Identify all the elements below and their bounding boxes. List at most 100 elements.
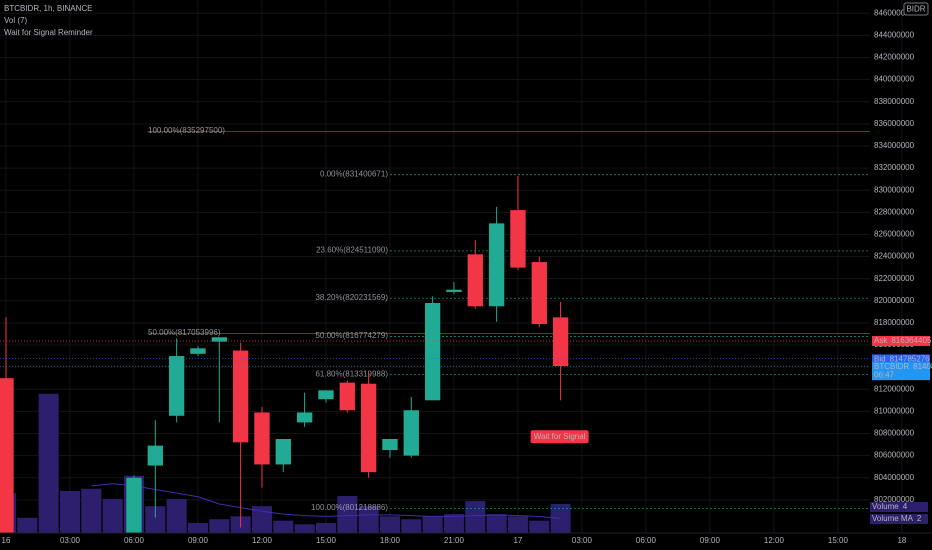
candle-body (296, 412, 313, 423)
price-name: Bid (874, 355, 886, 364)
currency-box[interactable] (903, 2, 929, 16)
y-tick-label: 818000000 (874, 318, 915, 327)
y-tick-label: 802000000 (874, 495, 915, 504)
fib-label: 0.00%(831400671) (320, 169, 388, 178)
x-tick-label: 03:00 (60, 536, 81, 545)
candle-body (275, 439, 291, 465)
candle-body (211, 337, 227, 342)
candle-body (488, 223, 505, 307)
price-label: Bid 814785276 (874, 355, 930, 364)
x-tick-label: 15:00 (316, 536, 337, 545)
signal-text: Wait for Signal (534, 432, 586, 441)
candle-body (552, 317, 569, 367)
signal-box (530, 430, 589, 444)
x-tick-label: 09:00 (188, 536, 209, 545)
volume-bar (443, 514, 464, 533)
price-label-box (872, 362, 930, 381)
x-tick-label: 15:00 (828, 536, 849, 545)
x-tick-label: 06:00 (636, 536, 657, 545)
price-label-box (872, 354, 930, 365)
price-name: BTCBIDR (874, 362, 909, 371)
currency[interactable]: BIDR (906, 5, 925, 14)
volume-bar (294, 524, 315, 533)
candle-body (424, 302, 441, 401)
volume-bar (209, 519, 230, 533)
volume-bar (486, 514, 507, 533)
signal-label: Wait for Signal (530, 430, 589, 444)
candle-body (147, 445, 163, 466)
volume-legend-box (870, 514, 928, 524)
grid (0, 0, 903, 533)
x-tick-label: 12:00 (252, 536, 273, 545)
y-tick-label: 810000000 (874, 406, 915, 415)
y-tick-label: 830000000 (874, 185, 915, 194)
candle-body (403, 410, 419, 456)
y-tick-label: 808000000 (874, 429, 915, 438)
fib-label: 50.00%(816774279) (315, 331, 388, 340)
y-tick-label: 822000000 (874, 274, 915, 283)
volume-bar (507, 516, 528, 533)
volume-legend-box (870, 502, 928, 512)
volume-bar (337, 496, 358, 533)
fib-label: 100.00%(801218886) (311, 503, 388, 512)
candle-body (126, 477, 142, 533)
x-tick-label: 12:00 (764, 536, 785, 545)
fib-label: 61.80%(813319988) (315, 369, 388, 378)
price-value: 814785276 (890, 355, 931, 364)
volume-bar (401, 519, 422, 533)
candle-body (232, 350, 249, 443)
volume-bar (187, 522, 208, 533)
volume-bar (529, 520, 550, 533)
y-tick-label: 842000000 (874, 53, 915, 62)
y-tick-label: 832000000 (874, 163, 915, 172)
y-tick-label: 804000000 (874, 473, 915, 482)
candle-body (360, 383, 377, 473)
candle-body (382, 439, 398, 451)
volume-bar (379, 516, 400, 533)
volume-bar (422, 516, 443, 533)
countdown: 06:47 (874, 370, 895, 379)
price-value: 816364405 (891, 336, 932, 345)
price-value: 814087319 (913, 362, 932, 371)
volume-legend-name: Volume (872, 502, 899, 511)
x-tick-label: 03:00 (572, 536, 593, 545)
volume-bar (17, 517, 38, 533)
y-tick-label: 812000000 (874, 384, 915, 393)
candle-body (318, 390, 334, 400)
x-tick-label: 09:00 (700, 536, 721, 545)
volume-legend-value: 2 (917, 514, 922, 523)
x-tick-label: 18:00 (380, 536, 401, 545)
x-tick-label: 18 (897, 536, 906, 545)
price-label-box (872, 335, 930, 346)
candle-body (510, 210, 526, 268)
volume-legend: Volume 4 (872, 502, 908, 511)
fib-label: 23.60%(824511090) (316, 246, 388, 255)
candle-body (168, 356, 185, 416)
y-tick-label: 840000000 (874, 75, 915, 84)
volume-legend-value: 4 (903, 502, 908, 511)
candle-body (531, 262, 547, 325)
price-label: Ask 816364405 (874, 336, 932, 345)
volume-bar (315, 522, 336, 533)
volume-bar (102, 498, 123, 533)
y-tick-label: 826000000 (874, 230, 915, 239)
volume-bar (358, 506, 379, 533)
candle-body (190, 348, 206, 354)
volume-legend: Volume MA 2 (872, 514, 922, 523)
y-tick-label: 838000000 (874, 97, 915, 106)
candle-body (446, 289, 462, 292)
candle-body (467, 254, 483, 307)
y-tick-label: 844000000 (874, 30, 915, 39)
x-tick-label: 16 (2, 536, 11, 545)
y-tick-label: 846000000 (874, 8, 915, 17)
volume-bar (273, 520, 294, 533)
indicator-label: Wait for Signal Reminder (4, 28, 93, 37)
x-tick-label: 17 (513, 536, 522, 545)
volume-bar (166, 498, 187, 533)
y-tick-label: 834000000 (874, 141, 915, 150)
volume-bar (251, 506, 272, 533)
chart-title: BTCBIDR, 1h, BINANCE (4, 4, 92, 13)
indicator-label: Vol (7) (4, 16, 27, 25)
